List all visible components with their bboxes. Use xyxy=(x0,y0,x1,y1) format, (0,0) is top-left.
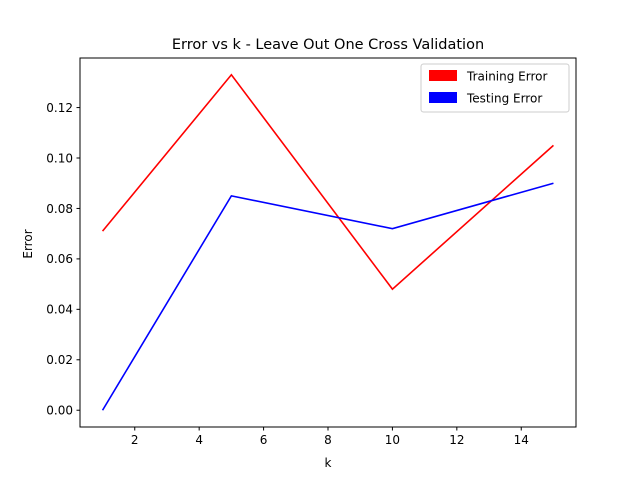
series-line-testing-error xyxy=(101,182,554,411)
series-line-training-error xyxy=(101,73,554,291)
y-tick-label: 0.08 xyxy=(46,202,73,216)
x-axis-label: k xyxy=(325,456,332,470)
legend: Training Error Testing Error xyxy=(420,63,570,113)
y-tick-label: 0.02 xyxy=(46,353,73,367)
plot-area xyxy=(80,58,576,427)
y-axis-label: Error xyxy=(21,229,35,258)
series-layer xyxy=(101,73,554,411)
legend-label: Testing Error xyxy=(466,92,542,106)
y-tick-label: 0.00 xyxy=(46,404,73,418)
legend-swatch xyxy=(429,70,457,81)
legend-swatch xyxy=(429,92,457,103)
chart-title: Error vs k - Leave Out One Cross Validat… xyxy=(172,37,484,53)
x-tick-label: 12 xyxy=(449,433,464,447)
x-tick-label: 8 xyxy=(324,433,332,447)
x-tick-label: 4 xyxy=(195,433,203,447)
x-tick-label: 2 xyxy=(131,433,139,447)
x-tick-label: 6 xyxy=(260,433,268,447)
y-tick-label: 0.10 xyxy=(46,151,73,165)
axes-layer: 2 4 6 8 10 12 14 0.00 0.02 0.04 0.06 0.08 0.10 0.12 xyxy=(46,57,577,447)
y-tick-label: 0.04 xyxy=(46,303,73,317)
legend-frame xyxy=(420,63,570,113)
x-tick-label: 14 xyxy=(514,433,529,447)
x-tick-label: 10 xyxy=(385,433,400,447)
legend-label: Training Error xyxy=(466,70,547,84)
y-tick-label: 0.12 xyxy=(46,101,73,115)
y-tick-label: 0.06 xyxy=(46,252,73,266)
plot-background xyxy=(80,58,576,427)
